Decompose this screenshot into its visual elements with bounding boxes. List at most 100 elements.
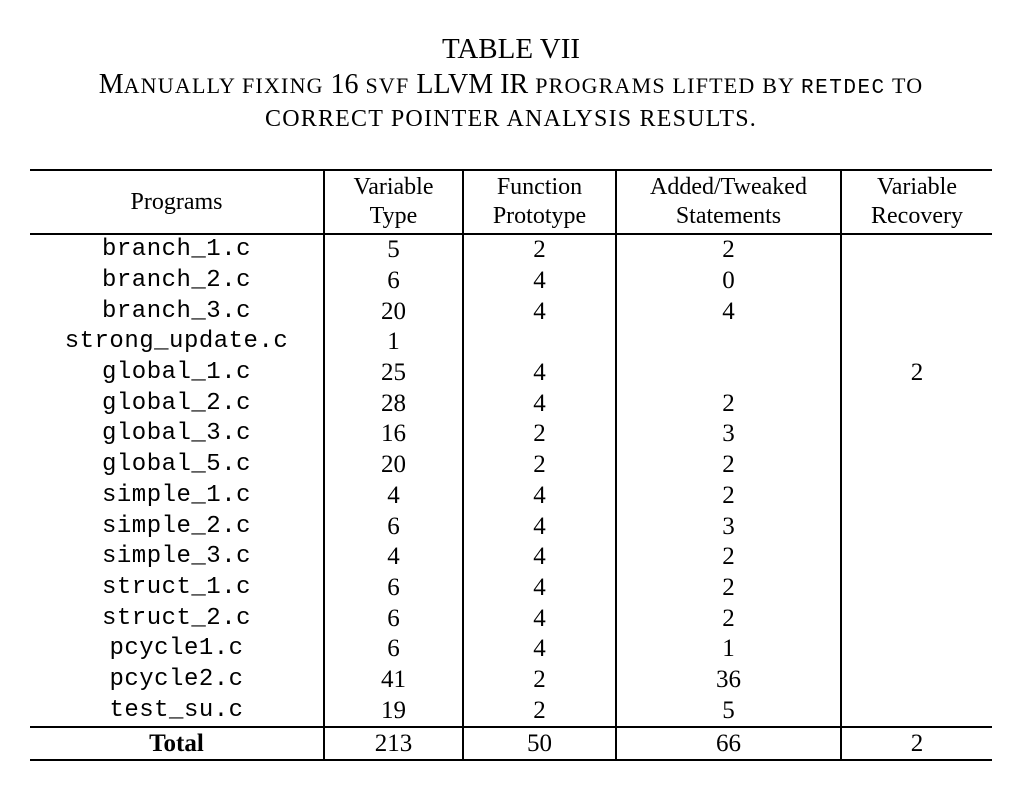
total-label: Total bbox=[30, 726, 324, 760]
header-line: Variable bbox=[353, 174, 434, 200]
variable-recovery-cell bbox=[840, 419, 992, 450]
added-tweaked-statements-cell bbox=[615, 327, 841, 358]
table-row: branch_2.c 6 4 0 bbox=[30, 265, 992, 297]
function-prototype-cell: 2 bbox=[462, 419, 616, 450]
table-row: branch_1.c 5 2 2 bbox=[30, 234, 992, 266]
caption-segment: LLVM IR bbox=[409, 69, 536, 100]
function-prototype-cell: 2 bbox=[462, 664, 616, 696]
variable-type-cell: 4 bbox=[323, 541, 463, 573]
variable-recovery-cell bbox=[840, 603, 992, 634]
total-function-prototype: 50 bbox=[462, 726, 616, 760]
added-tweaked-statements-cell: 2 bbox=[615, 572, 841, 604]
total-added-tweaked-statements: 66 bbox=[615, 726, 841, 760]
caption-segment: M bbox=[98, 69, 124, 100]
added-tweaked-statements-cell: 2 bbox=[615, 449, 841, 481]
function-prototype-cell: 4 bbox=[462, 357, 616, 389]
program-cell: branch_2.c bbox=[101, 267, 252, 295]
variable-recovery-cell bbox=[840, 234, 992, 266]
program-cell: global_2.c bbox=[101, 389, 252, 417]
header-line: Recovery bbox=[871, 203, 963, 229]
function-prototype-cell: 4 bbox=[462, 388, 616, 420]
header-function-prototype: Function Prototype bbox=[462, 170, 616, 235]
program-cell: simple_2.c bbox=[101, 512, 252, 540]
program-cell: global_1.c bbox=[101, 359, 252, 387]
variable-type-cell: 1 bbox=[323, 327, 463, 358]
variable-recovery-cell bbox=[840, 327, 992, 358]
table-row: struct_2.c 6 4 2 bbox=[30, 603, 992, 634]
header-program: Programs bbox=[30, 170, 324, 235]
added-tweaked-statements-cell: 2 bbox=[615, 388, 841, 420]
function-prototype-cell: 4 bbox=[462, 572, 616, 604]
table-total-row: Total 213 50 66 2 bbox=[30, 726, 992, 760]
variable-recovery-cell bbox=[840, 265, 992, 297]
caption-segment: RETDEC bbox=[801, 77, 886, 100]
added-tweaked-statements-cell: 3 bbox=[615, 511, 841, 542]
function-prototype-cell: 2 bbox=[462, 449, 616, 481]
variable-recovery-cell bbox=[840, 572, 992, 604]
variable-recovery-cell bbox=[840, 541, 992, 573]
program-cell: simple_3.c bbox=[101, 543, 252, 571]
variable-type-cell: 6 bbox=[323, 633, 463, 665]
variable-type-cell: 16 bbox=[323, 419, 463, 450]
table-row: simple_1.c 4 4 2 bbox=[30, 480, 992, 512]
function-prototype-cell: 2 bbox=[462, 695, 616, 727]
program-cell: branch_3.c bbox=[101, 297, 252, 325]
variable-recovery-cell: 2 bbox=[840, 357, 992, 389]
table-caption-line-2: CORRECT POINTER ANALYSIS RESULTS. bbox=[265, 106, 757, 132]
table-row: branch_3.c 20 4 4 bbox=[30, 296, 992, 328]
program-cell: simple_1.c bbox=[101, 481, 252, 509]
header-variable-recovery: Variable Recovery bbox=[840, 170, 992, 235]
variable-type-cell: 20 bbox=[323, 449, 463, 481]
caption-segment: PROGRAMS LIFTED BY bbox=[535, 73, 802, 98]
function-prototype-cell: 4 bbox=[462, 480, 616, 512]
variable-type-cell: 41 bbox=[323, 664, 463, 696]
variable-type-cell: 28 bbox=[323, 388, 463, 420]
function-prototype-cell: 4 bbox=[462, 541, 616, 573]
program-cell: strong_update.c bbox=[64, 328, 289, 356]
table-label: TABLE VII bbox=[441, 33, 581, 65]
added-tweaked-statements-cell: 3 bbox=[615, 419, 841, 450]
table-row: global_1.c 25 4 2 bbox=[30, 357, 992, 389]
program-cell: global_3.c bbox=[101, 420, 252, 448]
header-line: Added/Tweaked bbox=[650, 174, 807, 200]
caption-segment: SVF bbox=[365, 73, 410, 98]
program-cell: branch_1.c bbox=[101, 236, 252, 264]
total-variable-recovery: 2 bbox=[840, 726, 992, 760]
variable-recovery-cell bbox=[840, 695, 992, 727]
variable-recovery-cell bbox=[840, 388, 992, 420]
results-table: Programs Variable Type Function Prototype Add… bbox=[30, 169, 992, 761]
variable-type-cell: 6 bbox=[323, 265, 463, 297]
table-row: pcycle2.c 41 2 36 bbox=[30, 664, 992, 696]
header-line: Prototype bbox=[492, 203, 587, 229]
program-cell: struct_2.c bbox=[101, 604, 252, 632]
added-tweaked-statements-cell: 36 bbox=[615, 664, 841, 696]
header-line: Programs bbox=[130, 188, 223, 215]
added-tweaked-statements-cell: 5 bbox=[615, 695, 841, 727]
variable-type-cell: 4 bbox=[323, 480, 463, 512]
header-added-tweaked-statements: Added/Tweaked Statements bbox=[615, 170, 841, 235]
table-row: global_3.c 16 2 3 bbox=[30, 419, 992, 450]
variable-type-cell: 20 bbox=[323, 296, 463, 328]
caption-segment: TO bbox=[885, 73, 924, 98]
table-caption-line-1: MANUALLY FIXING 16 SVF LLVM IR PROGRAMS … bbox=[0, 68, 1022, 106]
added-tweaked-statements-cell: 2 bbox=[615, 480, 841, 512]
table-row: strong_update.c 1 bbox=[30, 327, 992, 358]
variable-recovery-cell bbox=[840, 664, 992, 696]
added-tweaked-statements-cell: 2 bbox=[615, 603, 841, 634]
variable-recovery-cell bbox=[840, 449, 992, 481]
table-body: branch_1.c 5 2 2 branch_2.c 6 4 0 branch_3.c 20 4 4… bbox=[30, 234, 992, 727]
function-prototype-cell: 2 bbox=[462, 234, 616, 266]
table-row: pcycle1.c 6 4 1 bbox=[30, 633, 992, 665]
variable-recovery-cell bbox=[840, 511, 992, 542]
variable-type-cell: 25 bbox=[323, 357, 463, 389]
total-variable-type: 213 bbox=[323, 726, 463, 760]
table-row: test_su.c 19 2 5 bbox=[30, 695, 992, 727]
added-tweaked-statements-cell: 2 bbox=[615, 234, 841, 266]
caption-segment: ANUALLY FIXING bbox=[123, 73, 331, 98]
header-line: Statements bbox=[675, 203, 782, 229]
function-prototype-cell: 4 bbox=[462, 511, 616, 542]
table-header-row: Programs Variable Type Function Prototype Add… bbox=[30, 170, 992, 235]
table-row: struct_1.c 6 4 2 bbox=[30, 572, 992, 604]
added-tweaked-statements-cell: 0 bbox=[615, 265, 841, 297]
variable-type-cell: 5 bbox=[323, 234, 463, 266]
